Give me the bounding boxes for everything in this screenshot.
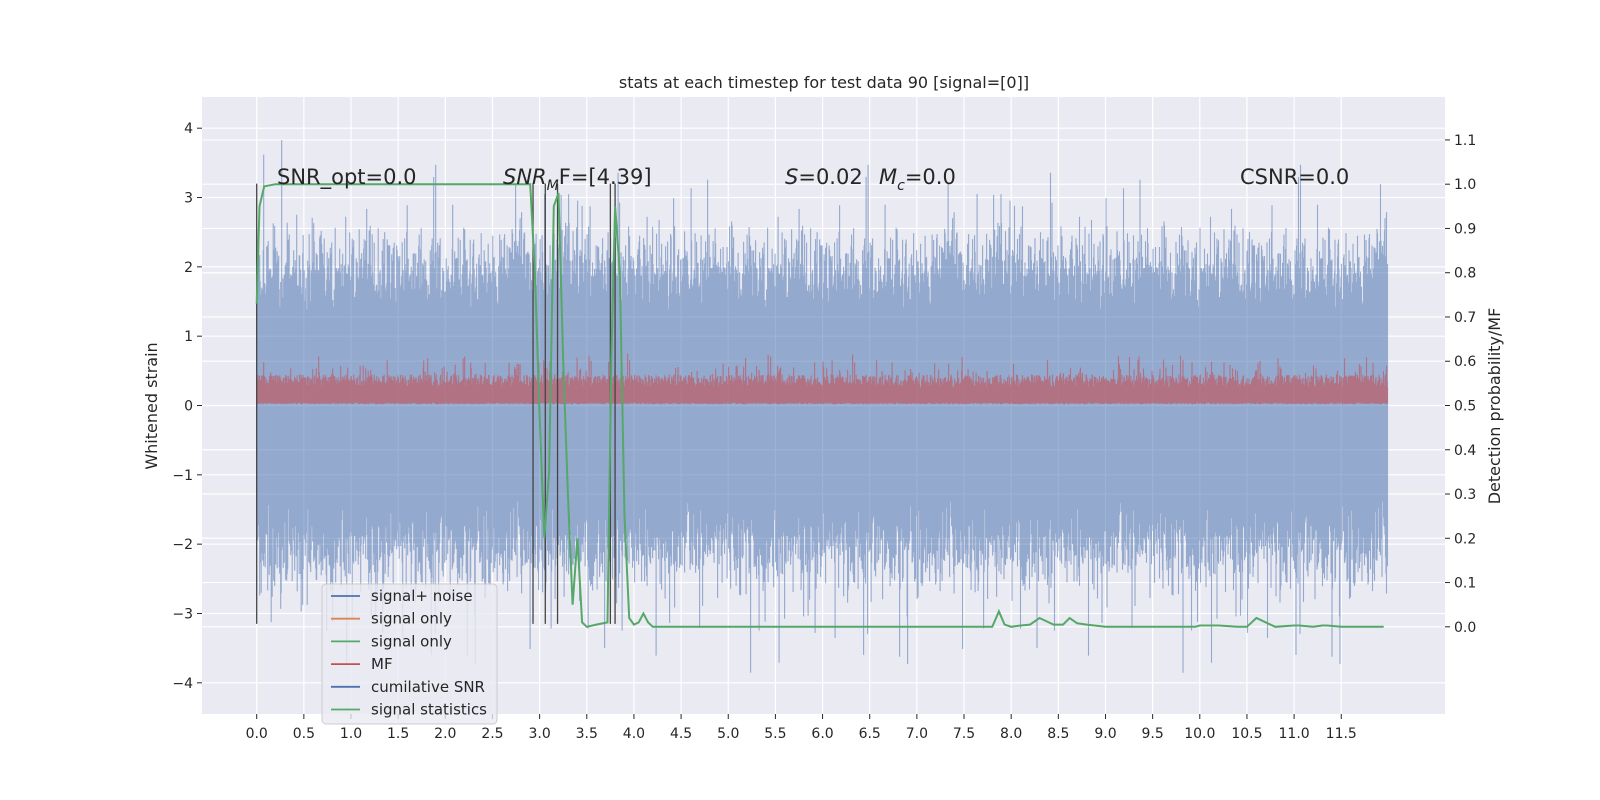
legend: signal+ noise signal only signal only MF cum… xyxy=(321,583,498,725)
x-tick-label: 11.0 xyxy=(1279,726,1310,742)
plot-content xyxy=(255,140,1389,673)
x-tick-label: 2.5 xyxy=(481,726,503,742)
y-tick-label: 1 xyxy=(184,329,193,345)
y-tick-label: −1 xyxy=(172,468,193,484)
annotation-mc-value: =0.0 xyxy=(905,165,956,189)
y-tick-label: 4 xyxy=(184,121,193,137)
y-right-tick-label: 0.4 xyxy=(1454,443,1476,459)
y-right-tick-label: 0.1 xyxy=(1454,576,1476,592)
annotation-snr-mf-value: F=[4.39] xyxy=(559,165,652,189)
legend-entry-label: cumilative SNR xyxy=(371,678,485,696)
x-tick-label: 9.0 xyxy=(1094,726,1116,742)
x-tick-label: 3.5 xyxy=(576,726,598,742)
x-tick-label: 6.5 xyxy=(859,726,881,742)
y-tick-label: −2 xyxy=(172,537,193,553)
x-tick-label: 10.0 xyxy=(1184,726,1215,742)
annotation-s: S=0.02 xyxy=(785,165,863,189)
annotation-s-value: =0.02 xyxy=(798,165,862,189)
x-tick-label: 0.5 xyxy=(293,726,315,742)
y-right-tick-label: 0.2 xyxy=(1454,531,1476,547)
y-right-tick-label: 1.0 xyxy=(1454,177,1476,193)
y-tick-label: 0 xyxy=(184,399,193,415)
y-right-tick-label: 0.9 xyxy=(1454,221,1476,237)
x-tick-label: 11.5 xyxy=(1326,726,1357,742)
annotation-snr-mf: SNRMF=[4.39] xyxy=(503,165,652,194)
y-axis-left: −4 −3 −2 −1 0 1 2 3 4 xyxy=(172,121,202,692)
series-signal-statistics xyxy=(255,183,1384,628)
x-tick-label: 1.0 xyxy=(340,726,362,742)
x-tick-label: 6.0 xyxy=(811,726,833,742)
x-tick-label: 2.0 xyxy=(434,726,456,742)
y-right-tick-label: 0.3 xyxy=(1454,487,1476,503)
y-right-tick-label: 0.0 xyxy=(1454,620,1476,636)
y-tick-label: 2 xyxy=(184,260,193,276)
chart-title: stats at each timestep for test data 90 … xyxy=(619,73,1029,92)
legend-entry-label: MF xyxy=(371,655,393,673)
x-tick-label: 10.5 xyxy=(1231,726,1262,742)
legend-entry-label: signal only xyxy=(371,632,452,650)
y-right-tick-label: 0.5 xyxy=(1454,399,1476,415)
x-tick-label: 8.5 xyxy=(1047,726,1069,742)
y-tick-label: −3 xyxy=(172,606,193,622)
legend-entry-label: signal only xyxy=(371,610,452,628)
legend-box xyxy=(321,583,498,725)
annotation-mc-label: M xyxy=(879,165,897,189)
y-tick-label: −4 xyxy=(172,676,193,692)
annotation-csnr: CSNR=0.0 xyxy=(1240,165,1349,189)
legend-entry-label: signal statistics xyxy=(371,701,487,719)
x-tick-label: 7.5 xyxy=(953,726,975,742)
x-tick-label: 4.0 xyxy=(623,726,645,742)
y-tick-label: 3 xyxy=(184,191,193,207)
x-tick-label: 7.0 xyxy=(906,726,928,742)
x-axis: 0.0 0.5 1.0 1.5 2.0 2.5 3.0 3.5 4.0 4.5 5.0 5.5 6.0 6… xyxy=(246,714,1357,742)
y-right-tick-label: 0.6 xyxy=(1454,354,1476,370)
x-tick-label: 9.5 xyxy=(1142,726,1164,742)
y-axis-label: Whitened strain xyxy=(142,342,161,469)
annotation-mc: Mc=0.0 xyxy=(879,165,956,194)
annotation-snr-mf-label: SNR xyxy=(503,165,547,189)
y-right-tick-label: 1.1 xyxy=(1454,133,1476,149)
y-right-tick-label: 0.8 xyxy=(1454,266,1476,282)
x-tick-label: 3.0 xyxy=(528,726,550,742)
y-axis-right: 0.0 0.1 0.2 0.3 0.4 0.5 0.6 0.7 0.8 0.9 1.0 1.1 xyxy=(1445,133,1476,636)
annotation-snr-opt: SNR_opt=0.0 xyxy=(277,165,417,190)
y-right-tick-label: 0.7 xyxy=(1454,310,1476,326)
x-tick-label: 8.0 xyxy=(1000,726,1022,742)
x-tick-label: 4.5 xyxy=(670,726,692,742)
x-tick-label: 0.0 xyxy=(246,726,268,742)
annotations: SNR_opt=0.0 SNRMF=[4.39] S=0.02 Mc=0.0 C… xyxy=(277,165,1349,194)
annotation-snr-mf-sub: M xyxy=(547,178,559,194)
y-axis-right-label: Detection probability/MF xyxy=(1485,308,1504,505)
x-tick-label: 1.5 xyxy=(387,726,409,742)
x-tick-label: 5.0 xyxy=(717,726,739,742)
annotation-mc-sub: c xyxy=(897,178,905,194)
legend-entry-label: signal+ noise xyxy=(371,587,473,605)
annotation-s-label: S xyxy=(785,165,798,189)
x-tick-label: 5.5 xyxy=(764,726,786,742)
